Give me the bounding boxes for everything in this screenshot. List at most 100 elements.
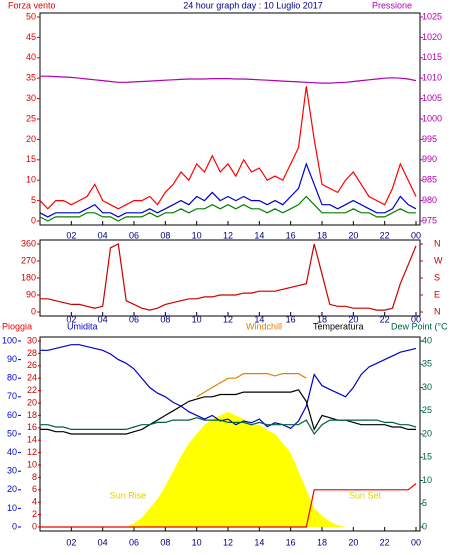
y-tick-label: 80 [7, 373, 17, 383]
y2-tick-label: 10 [422, 475, 432, 485]
series-line [40, 243, 417, 311]
y-tick-label: 20 [7, 484, 17, 494]
x-tick-label: 00 [411, 314, 421, 324]
y-tick-label: 5 [31, 195, 36, 205]
x-tick-label: 02 [66, 314, 76, 324]
y2-tick-label: 1010 [422, 73, 442, 83]
y2-tick-label: 1025 [422, 11, 442, 21]
y2-tick-label: 1005 [422, 93, 442, 103]
legend-entry: Dew Point (°C [391, 321, 448, 331]
x-tick-label: 22 [380, 537, 390, 547]
x-tick-label: 08 [160, 537, 170, 547]
y2-tick-label: 995 [422, 134, 437, 144]
y-tick-label: 25 [26, 113, 36, 123]
x-tick-label: 06 [129, 230, 139, 240]
series-line [196, 373, 307, 398]
y3-tick-label: 8 [32, 472, 37, 482]
y-tick-label: 100 [2, 335, 17, 345]
x-tick-label: 00 [411, 230, 421, 240]
y-tick-label: 90 [26, 289, 36, 299]
y-tick-label: 20 [26, 134, 36, 144]
series-line [40, 417, 417, 436]
y2-tick-label: 0 [422, 521, 427, 531]
y2-tick-label: N [434, 238, 441, 248]
series-line [40, 483, 417, 528]
y-tick-label: 0 [31, 306, 36, 316]
x-tick-label: 08 [160, 314, 170, 324]
chart-title: 24 hour graph day : 10 Luglio 2017 [183, 0, 323, 10]
y2-tick-label: 980 [422, 195, 437, 205]
x-tick-label: 18 [317, 230, 327, 240]
x-tick-label: 04 [98, 314, 108, 324]
y-tick-label: 0 [12, 521, 17, 531]
x-tick-label: 22 [380, 230, 390, 240]
y2-tick-label: 25 [422, 405, 432, 415]
y-tick-label: 180 [21, 272, 36, 282]
x-tick-label: 20 [348, 230, 358, 240]
x-tick-label: 08 [160, 230, 170, 240]
y2-tick-label: W [434, 255, 443, 265]
y-tick-label: 15 [26, 154, 36, 164]
x-tick-label: 12 [223, 314, 233, 324]
x-tick-label: 18 [317, 314, 327, 324]
y-tick-label: 30 [26, 93, 36, 103]
x-tick-label: 16 [286, 314, 296, 324]
x-tick-label: 12 [223, 230, 233, 240]
y3-tick-label: 20 [27, 397, 37, 407]
y2-tick-label: 1000 [422, 113, 442, 123]
pressure-label: Pressione [372, 0, 412, 10]
y3-tick-label: 0 [32, 521, 37, 531]
y3-tick-label: 6 [32, 484, 37, 494]
y-tick-label: 35 [26, 73, 36, 83]
legend-entry: Temperatura [313, 321, 364, 331]
annotation: Sun Rise [110, 490, 147, 500]
x-tick-label: 10 [192, 230, 202, 240]
y2-tick-label: 1020 [422, 32, 442, 42]
y3-tick-label: 16 [27, 422, 37, 432]
x-tick-label: 18 [317, 537, 327, 547]
y3-tick-label: 14 [27, 435, 37, 445]
series-line [40, 75, 417, 84]
y2-tick-label: S [434, 272, 440, 282]
x-tick-label: 22 [380, 314, 390, 324]
y-tick-label: 0 [31, 215, 36, 225]
y3-tick-label: 22 [27, 385, 37, 395]
y-tick-label: 10 [7, 503, 17, 513]
y3-tick-label: 18 [27, 410, 37, 420]
x-tick-label: 04 [98, 537, 108, 547]
y3-tick-label: 30 [27, 335, 37, 345]
y3-tick-label: 4 [32, 497, 37, 507]
y2-tick-label: 1015 [422, 52, 442, 62]
plot-frame [39, 239, 421, 317]
y-tick-label: 50 [7, 428, 17, 438]
x-tick-label: 10 [192, 314, 202, 324]
y-tick-label: 30 [7, 466, 17, 476]
x-tick-label: 16 [286, 230, 296, 240]
legend-entry: Umidita [67, 321, 98, 331]
x-tick-label: 14 [254, 537, 264, 547]
y-tick-label: 90 [7, 354, 17, 364]
y2-tick-label: E [434, 289, 440, 299]
legend-entry: Pioggia [2, 321, 32, 331]
x-tick-label: 04 [98, 230, 108, 240]
x-tick-label: 10 [192, 537, 202, 547]
y2-tick-label: 975 [422, 215, 437, 225]
y-tick-label: 45 [26, 32, 36, 42]
y-tick-label: 60 [7, 410, 17, 420]
y3-tick-label: 26 [27, 360, 37, 370]
annotation: Sun Set [349, 490, 382, 500]
series-line [40, 389, 416, 435]
y-tick-label: 40 [26, 52, 36, 62]
y2-tick-label: 30 [422, 382, 432, 392]
x-tick-label: 06 [129, 537, 139, 547]
x-tick-label: 06 [129, 314, 139, 324]
y-tick-label: 270 [21, 255, 36, 265]
y-tick-label: 70 [7, 391, 17, 401]
series-line [39, 195, 416, 222]
y2-tick-label: 35 [422, 359, 432, 369]
x-tick-label: 00 [411, 537, 421, 547]
y3-tick-label: 2 [32, 509, 37, 519]
x-tick-label: 20 [348, 537, 358, 547]
x-tick-label: 02 [66, 537, 76, 547]
